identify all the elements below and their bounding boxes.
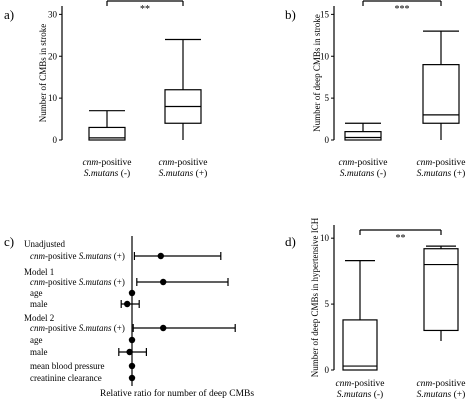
panel-d-ytick-label-0: 0 (325, 365, 330, 375)
panel-c-row-label-8: age (30, 335, 43, 345)
panel-d-category-1-line2: S.mutans (+) (417, 389, 466, 400)
panel-d-box-1 (423, 248, 459, 332)
panel-a-ytick-label-20: 20 (48, 51, 58, 61)
panel-d-box-0 (342, 319, 378, 371)
panel-c-row-label-3: cnm-positive S.mutans (+) (30, 277, 125, 287)
panel-c-label: c) (4, 234, 14, 249)
panel-d-significance: ** (396, 233, 406, 244)
panel-b-label: b) (285, 7, 296, 22)
panel-a-category-0-line1: cnm-positive (82, 158, 131, 168)
panel-a-category-0-line2: S.mutans (-) (84, 168, 130, 179)
panel-a-significance: ** (140, 4, 150, 15)
panel-b-ytick-label-0: 0 (325, 135, 330, 145)
panel-c-point-5 (124, 300, 131, 308)
panel-d-ytick-label-5: 5 (325, 299, 330, 309)
panel-c-row-label-9: male (30, 347, 48, 357)
panel-a-category-1-line2: S.mutans (+) (159, 168, 208, 179)
panel-b-category-1-line2: S.mutans (+) (417, 168, 466, 179)
panel-c-point-1 (157, 252, 164, 260)
panel-c-point-3 (160, 278, 167, 286)
panel-c-row-label-4: age (30, 288, 43, 298)
panel-b-box-0 (344, 131, 382, 141)
panel-b-box-1 (422, 64, 460, 124)
panel-c-row-label-11: creatinine clearance (30, 373, 102, 383)
panel-c-row-label-10: mean blood pressure (30, 361, 104, 371)
panel-a-category-1-line1: cnm-positive (158, 158, 207, 168)
panel-c-xlabel: Relative ratio for number of deep CMBs (100, 388, 254, 399)
panel-a-label: a) (4, 7, 14, 22)
panel-c-row-label-7: cnm-positive S.mutans (+) (30, 323, 125, 333)
panel-b-ylabel: Number of deep CMBs in stroke (312, 14, 322, 132)
panel-a-ylabel: Number of CMBs in stroke (38, 24, 48, 123)
panel-c-row-label-6: Model 2 (24, 313, 54, 323)
panel-c-row-label-2: Model 1 (24, 267, 54, 277)
panel-c-row-label-1: cnm-positive S.mutans (+) (30, 251, 125, 261)
panel-b-category-0-line1: cnm-positive (338, 158, 387, 168)
panel-a-ytick-label-0: 0 (53, 135, 58, 145)
panel-d-category-0-line2: S.mutans (-) (337, 389, 383, 400)
panel-c-point-9 (126, 348, 133, 356)
panel-b-category-0-line2: S.mutans (-) (340, 168, 386, 179)
panel-d-ylabel: Number of deep CMBs in hypertensive ICH (310, 217, 320, 377)
panel-a-ytick-label-10: 10 (48, 93, 58, 103)
panel-c-row-label-5: male (30, 299, 48, 309)
panel-d-label: d) (285, 234, 296, 249)
panel-b-category-1-line1: cnm-positive (416, 158, 465, 168)
panel-b-significance: *** (395, 4, 410, 15)
panel-b-ytick-label-10: 10 (320, 51, 330, 61)
panel-c-point-7 (160, 324, 167, 332)
panel-d-category-1-line1: cnm-positive (416, 379, 465, 389)
panel-c-row-label-0: Unadjusted (24, 239, 65, 249)
panel-b-ytick-label-15: 15 (320, 9, 330, 19)
panel-d-category-0-line1: cnm-positive (335, 379, 384, 389)
panel-a-ytick-label-30: 30 (48, 9, 58, 19)
panel-a-box-0 (88, 126, 126, 141)
panel-d-ytick-label-10: 10 (320, 233, 330, 243)
panel-b-ytick-label-5: 5 (325, 93, 330, 103)
